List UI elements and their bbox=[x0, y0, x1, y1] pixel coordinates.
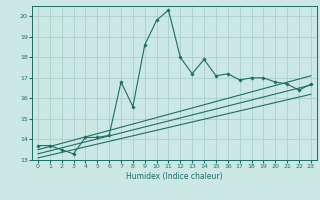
X-axis label: Humidex (Indice chaleur): Humidex (Indice chaleur) bbox=[126, 172, 223, 181]
